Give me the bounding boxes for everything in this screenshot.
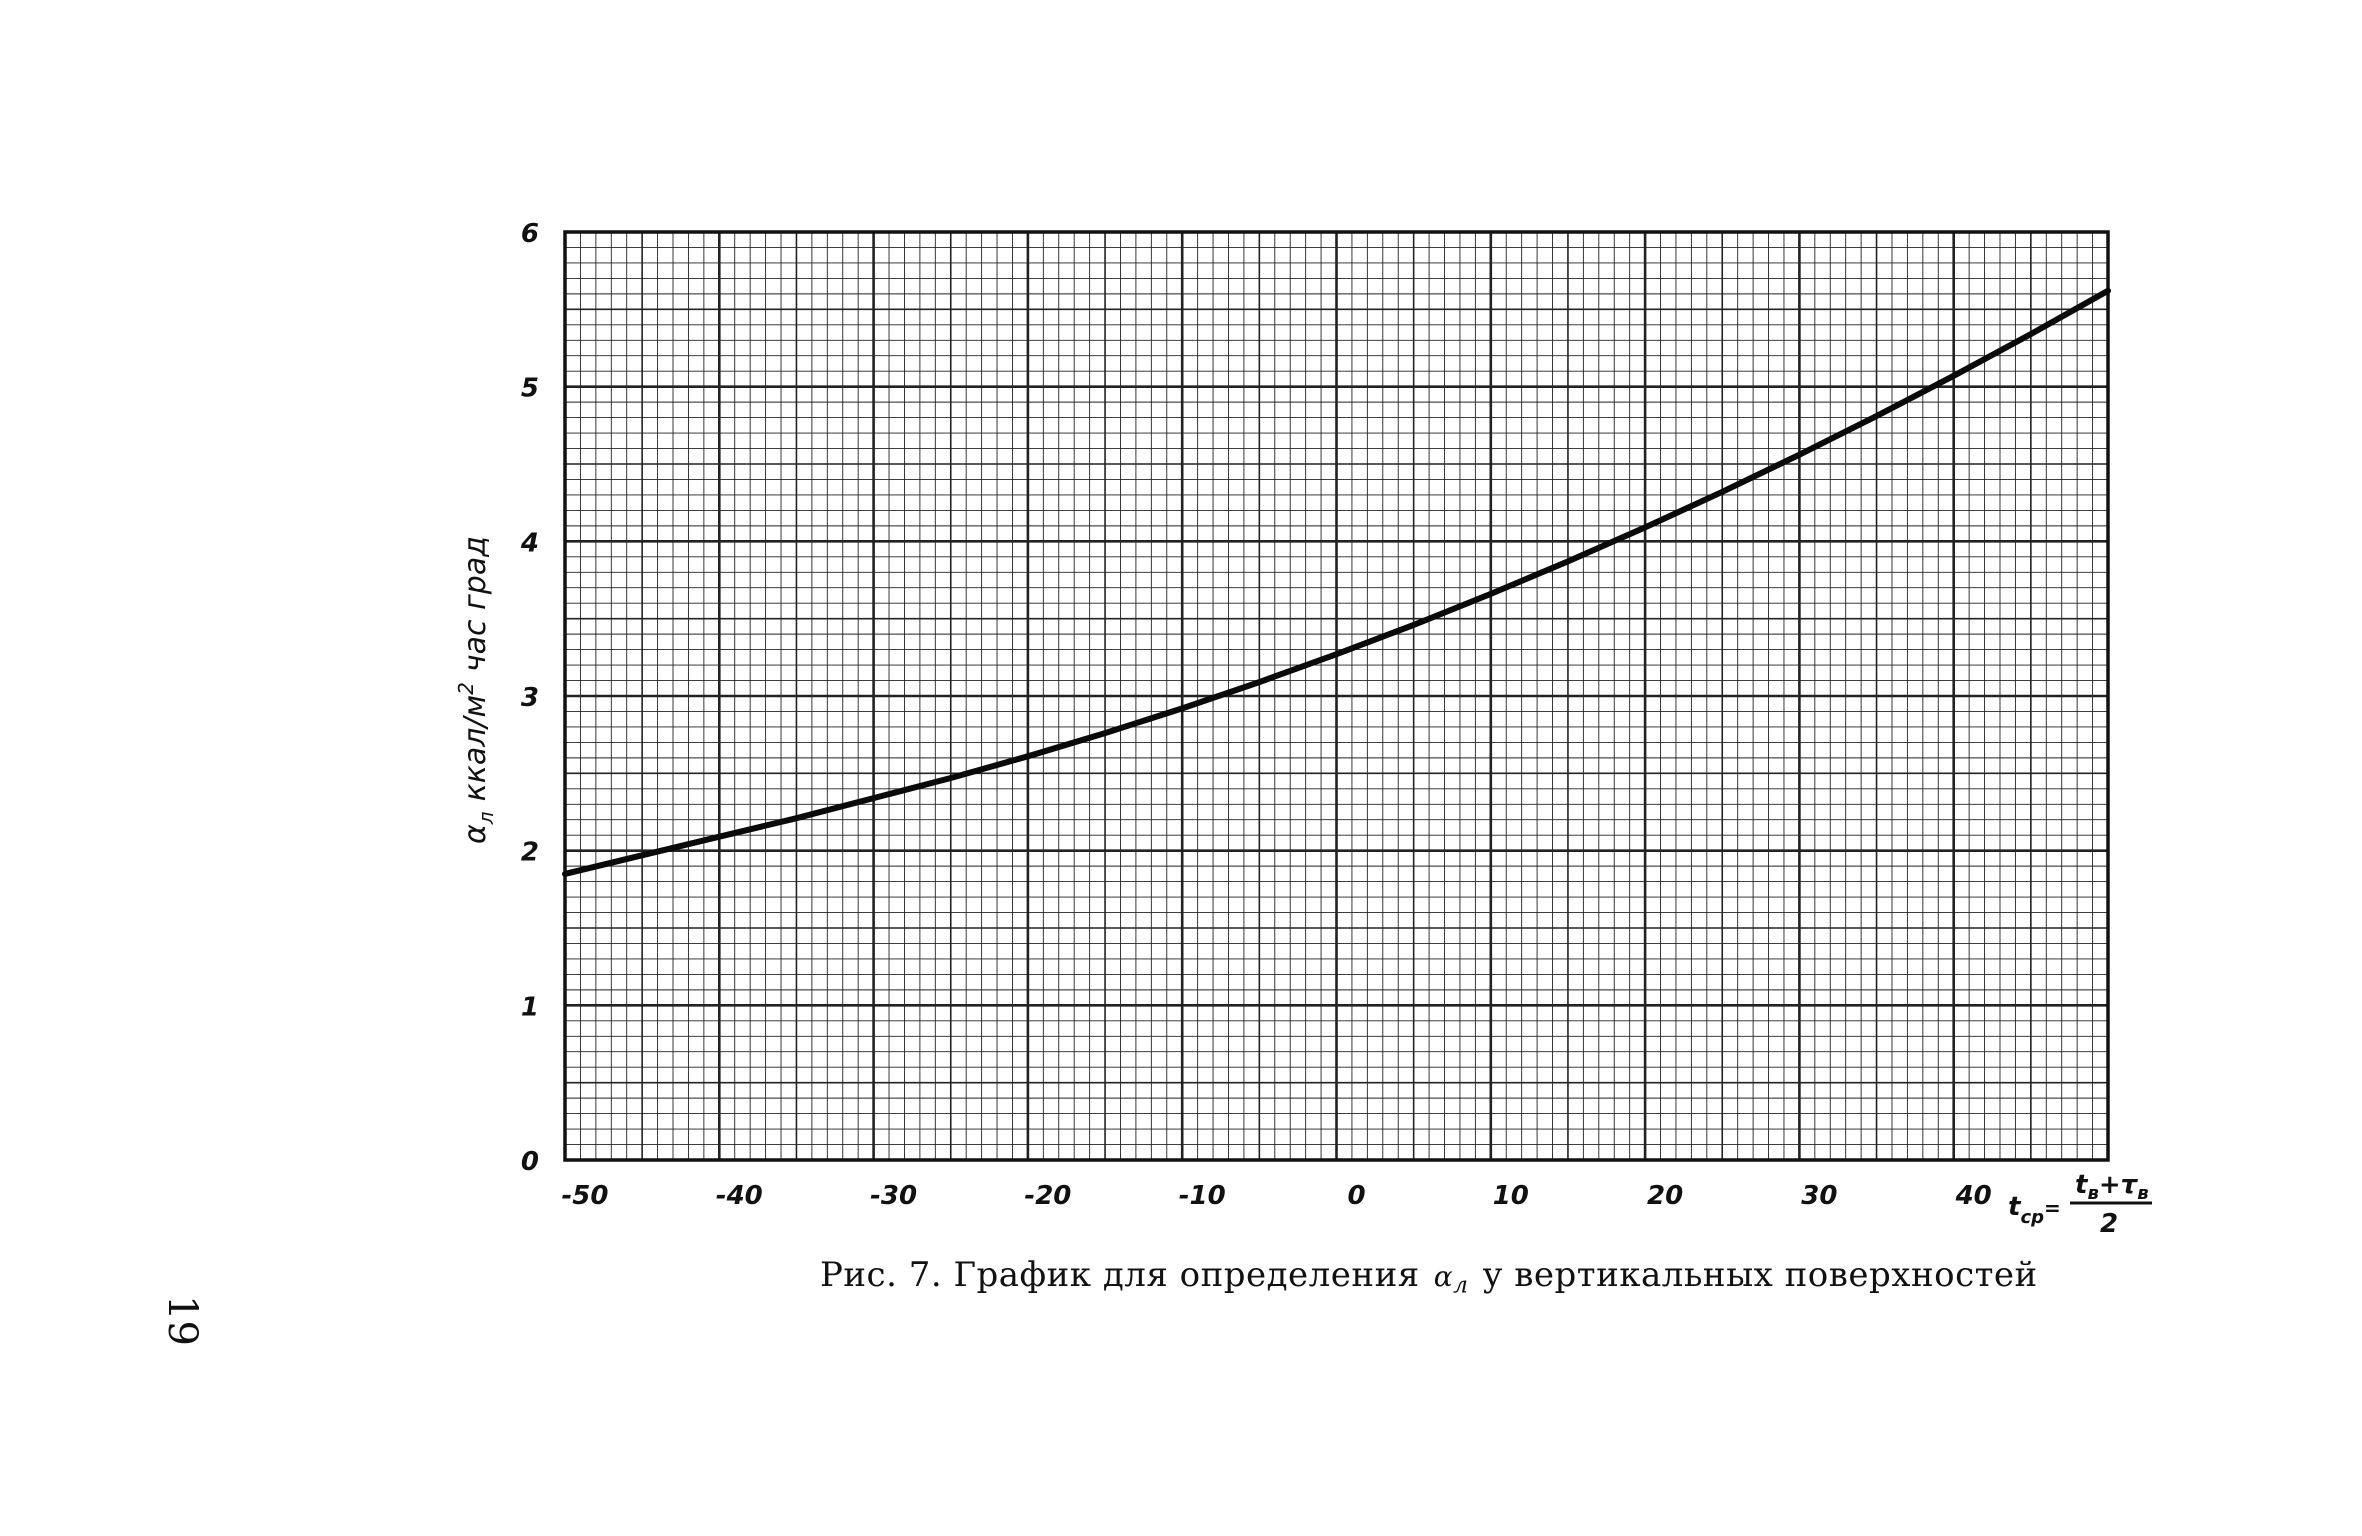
x-tick-label: 10 xyxy=(1493,1181,1529,1211)
caption-symbol: αл xyxy=(1433,1260,1469,1299)
x-tick-label: 30 xyxy=(1801,1181,1837,1211)
svg-text:2: 2 xyxy=(2100,1209,2118,1239)
y-tick-label: 1 xyxy=(521,992,539,1022)
x-tick-label: -10 xyxy=(1179,1181,1226,1211)
x-tick-label: -30 xyxy=(870,1181,917,1211)
chart-grid xyxy=(563,230,2110,1162)
chart-tick-labels: -50 -40 -30 -20 -10 0 10 20 30 40 0 1 2 3 4 5 6 xyxy=(520,219,1992,1211)
x-tick-label: -40 xyxy=(716,1181,763,1211)
x-tick-label: 20 xyxy=(1647,1181,1683,1211)
y-tick-label: 0 xyxy=(521,1147,539,1177)
y-tick-label: 2 xyxy=(521,838,539,868)
series-line xyxy=(562,287,2111,877)
y-tick-label: 3 xyxy=(521,683,539,713)
caption-suffix: у вертикальных поверхностей xyxy=(1482,1255,2038,1295)
svg-text:tв+τв: tв+τв xyxy=(2075,1170,2149,1204)
y-tick-label: 4 xyxy=(520,528,539,558)
chart-series-layer xyxy=(562,287,2111,877)
figure-caption: Рис. 7. График для определения αл у вертик… xyxy=(820,1255,2038,1299)
y-tick-label: 5 xyxy=(521,374,539,404)
x-tick-label: 40 xyxy=(1955,1181,1992,1211)
y-tick-label: 6 xyxy=(521,219,539,249)
svg-text:αлккал/м2час град: αлккал/м2час град xyxy=(454,536,498,844)
x-tick-label: -50 xyxy=(562,1181,609,1211)
plot-frame xyxy=(563,230,2110,1162)
x-tick-label: 0 xyxy=(1347,1181,1365,1211)
page-number: 19 xyxy=(159,1295,205,1346)
caption-prefix: Рис. 7. График для определения xyxy=(820,1255,1420,1295)
x-axis-label: tср= tв+τв 2 xyxy=(2008,1170,2152,1239)
x-tick-label: -20 xyxy=(1024,1181,1071,1211)
y-axis-label: αлккал/м2час град xyxy=(454,536,498,844)
svg-text:tср=: tср= xyxy=(2008,1192,2061,1228)
